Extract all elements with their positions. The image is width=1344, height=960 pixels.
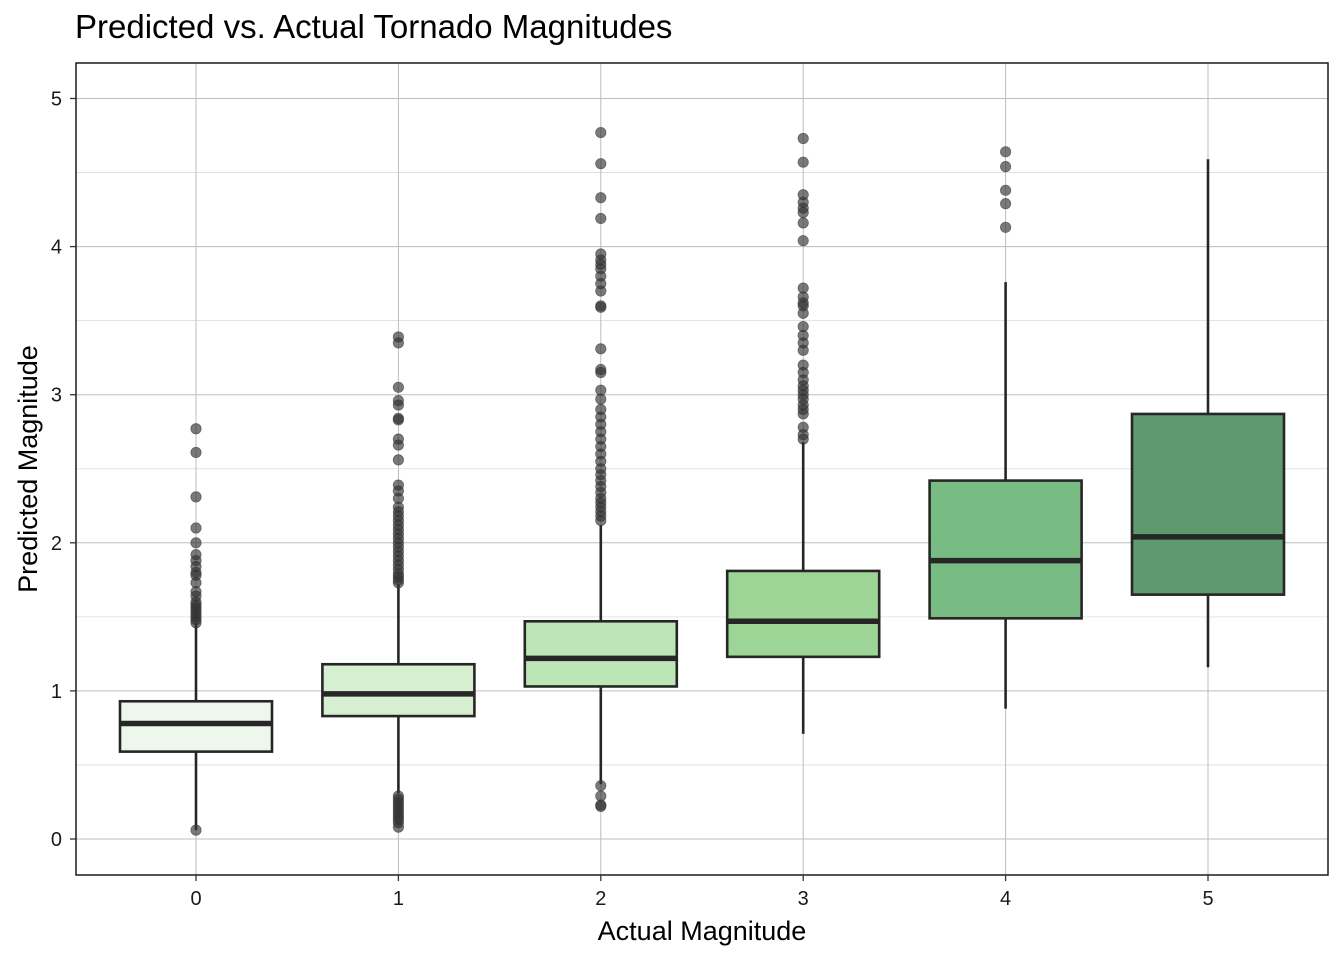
outlier-point (595, 343, 607, 355)
outlier-point (999, 198, 1012, 210)
outlier-point (392, 331, 404, 343)
box-iqr (1130, 412, 1286, 596)
x-axis-title: Actual Magnitude (598, 916, 807, 946)
boxes-layer (118, 159, 1286, 831)
outlier-point (999, 221, 1012, 233)
outlier-point (190, 537, 202, 549)
x-tick-label: 5 (1202, 888, 1213, 910)
y-axis-title: Predicted Magnitude (13, 345, 43, 593)
box-iqr (928, 479, 1083, 620)
box-5 (1130, 159, 1286, 668)
outlier-point (797, 320, 809, 333)
outlier-point (595, 403, 607, 416)
outlier-point (797, 282, 809, 294)
box-1 (321, 584, 476, 794)
outlier-point (190, 522, 202, 534)
outlier-point (190, 824, 202, 836)
outlier-point (190, 491, 202, 503)
outlier-point (595, 126, 607, 139)
outlier-point (190, 423, 202, 435)
outlier-point (595, 363, 607, 376)
y-axis: 0 1 2 3 4 5 (51, 89, 76, 851)
outlier-point (797, 235, 809, 247)
box-3 (725, 442, 881, 734)
outlier-point (392, 381, 404, 393)
outlier-point (392, 412, 404, 424)
outlier-point (797, 421, 809, 433)
outlier-point (595, 780, 607, 792)
outlier-point (999, 161, 1012, 173)
outlier-point (999, 146, 1012, 158)
y-tick-label: 5 (51, 89, 62, 111)
chart-title: Predicted vs. Actual Tornado Magnitudes (75, 8, 673, 45)
box-2 (523, 525, 679, 785)
x-tick-label: 0 (190, 888, 201, 910)
outlier-point (595, 384, 607, 396)
outlier-point (392, 433, 404, 445)
x-tick-label: 1 (393, 888, 404, 910)
x-tick-label: 4 (1000, 888, 1011, 910)
y-tick-label: 3 (51, 385, 62, 407)
outlier-point (797, 189, 809, 201)
outlier-point (999, 184, 1012, 196)
x-axis: 0 1 2 3 4 5 (190, 875, 1214, 910)
y-tick-label: 1 (51, 681, 62, 703)
box-0 (118, 622, 274, 831)
y-tick-label: 4 (51, 237, 62, 259)
box-iqr (321, 662, 476, 718)
box-iqr (725, 569, 881, 659)
outlier-point (595, 248, 607, 260)
outlier-point (797, 132, 809, 145)
box-4 (928, 282, 1083, 709)
outlier-point (190, 549, 202, 561)
outlier-point (190, 446, 202, 459)
y-tick-label: 0 (51, 829, 62, 851)
outlier-point (392, 395, 404, 407)
outlier-point (595, 192, 607, 204)
minor-grid (76, 172, 1328, 766)
x-tick-label: 2 (595, 888, 606, 910)
outliers-layer (190, 126, 1012, 836)
outlier-point (392, 454, 404, 466)
outlier-point (797, 156, 809, 168)
outlier-point (595, 158, 607, 170)
outlier-point (797, 359, 809, 371)
panel-border (75, 62, 1329, 876)
box-iqr (523, 619, 679, 688)
box-iqr (118, 699, 274, 753)
outlier-point (392, 479, 404, 491)
outlier-point (797, 217, 809, 229)
outlier-point (595, 212, 607, 225)
outlier-point (595, 300, 607, 312)
outlier-point (595, 790, 607, 802)
x-tick-label: 3 (798, 888, 809, 910)
y-tick-label: 2 (51, 533, 62, 555)
outlier-point (392, 790, 404, 802)
